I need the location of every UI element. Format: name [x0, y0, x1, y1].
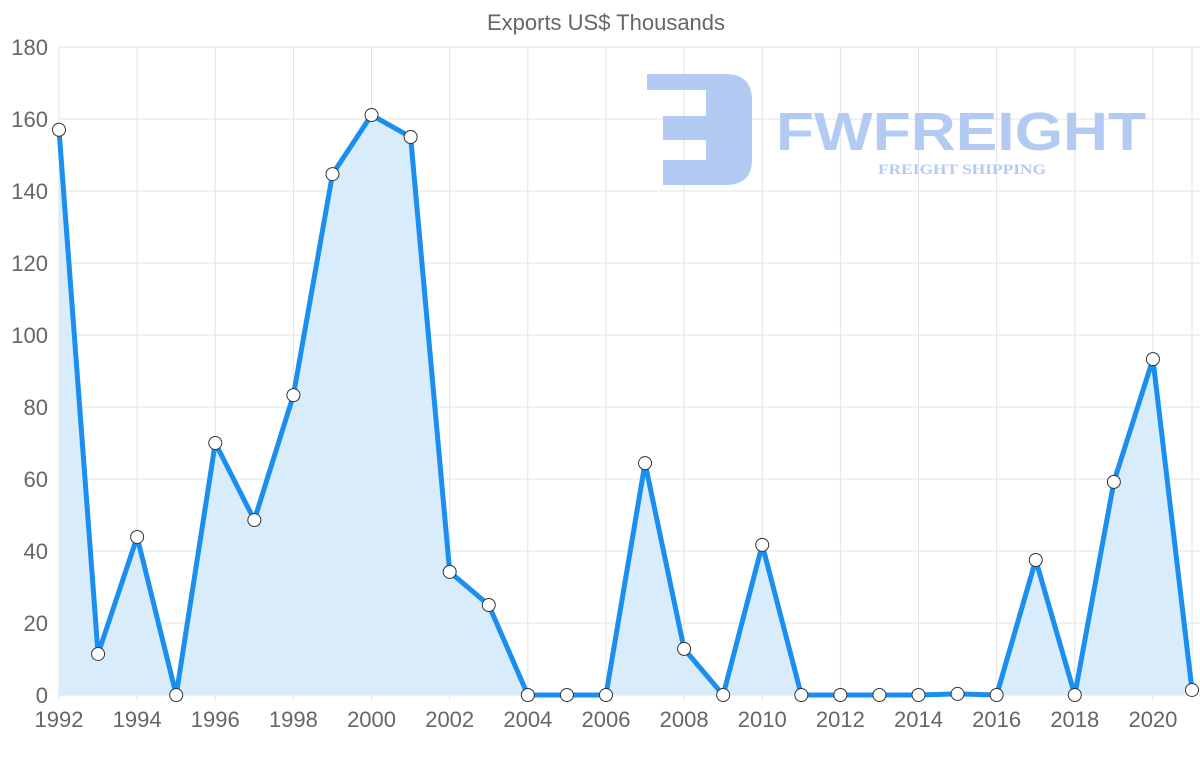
- data-point[interactable]: [872, 688, 887, 702]
- x-tick-label: 2000: [347, 707, 396, 732]
- data-point[interactable]: [325, 167, 340, 182]
- data-point[interactable]: [559, 688, 574, 702]
- y-tick-label: 160: [11, 107, 48, 132]
- logo-mark-icon: [647, 74, 752, 185]
- x-tick-label: 1992: [35, 707, 84, 732]
- x-tick-label: 2006: [581, 707, 630, 732]
- y-tick-label: 140: [11, 179, 48, 204]
- y-tick-label: 0: [36, 683, 48, 708]
- data-point[interactable]: [442, 564, 457, 579]
- data-point[interactable]: [677, 641, 692, 656]
- y-tick-label: 40: [24, 539, 48, 564]
- data-point[interactable]: [364, 108, 379, 123]
- data-point[interactable]: [989, 688, 1004, 702]
- x-tick-label: 2012: [816, 707, 865, 732]
- data-point[interactable]: [794, 688, 809, 702]
- data-point[interactable]: [208, 436, 223, 450]
- data-point[interactable]: [481, 598, 496, 612]
- data-point[interactable]: [1028, 553, 1043, 567]
- svg-text:FWFREIGHT: FWFREIGHT: [776, 102, 1146, 162]
- data-point[interactable]: [403, 130, 418, 144]
- chart-title: Exports US$ Thousands: [487, 10, 725, 35]
- x-tick-label: 2014: [894, 707, 943, 732]
- data-point[interactable]: [91, 646, 106, 661]
- data-point[interactable]: [247, 513, 262, 528]
- data-point[interactable]: [638, 456, 653, 471]
- watermark-logo: FWFREIGHT FREIGHT SHIPPING: [647, 74, 1146, 185]
- data-point[interactable]: [911, 688, 926, 702]
- y-tick-label: 80: [24, 395, 48, 420]
- data-point[interactable]: [598, 688, 613, 702]
- x-tick-label: 1996: [191, 707, 240, 732]
- data-point[interactable]: [1067, 688, 1082, 702]
- series-line: [56, 112, 1195, 698]
- y-tick-label: 180: [11, 35, 48, 60]
- x-tick-label: 2002: [425, 707, 474, 732]
- data-point[interactable]: [950, 686, 965, 701]
- data-point[interactable]: [1106, 474, 1121, 489]
- y-tick-label: 20: [24, 611, 48, 636]
- y-tick-label: 100: [11, 323, 48, 348]
- y-tick-label: 60: [24, 467, 48, 492]
- x-tick-label: 2010: [738, 707, 787, 732]
- x-tick-label: 1998: [269, 707, 318, 732]
- x-tick-label: 1994: [113, 707, 162, 732]
- x-tick-label: 2004: [503, 707, 552, 732]
- data-point[interactable]: [169, 688, 184, 702]
- x-tick-label: 2018: [1050, 707, 1099, 732]
- data-point[interactable]: [130, 529, 145, 544]
- data-point[interactable]: [286, 388, 301, 403]
- data-point[interactable]: [520, 688, 535, 702]
- data-point[interactable]: [52, 122, 66, 137]
- x-tick-label: 2008: [660, 707, 709, 732]
- series-area: [59, 115, 1192, 696]
- data-point[interactable]: [755, 537, 770, 552]
- series-exports: [56, 112, 1195, 698]
- data-point[interactable]: [1185, 682, 1199, 697]
- x-tick-label: 2020: [1128, 707, 1177, 732]
- svg-text:FREIGHT SHIPPING: FREIGHT SHIPPING: [878, 162, 1046, 178]
- data-point[interactable]: [716, 688, 731, 702]
- y-tick-label: 120: [11, 251, 48, 276]
- data-point[interactable]: [833, 688, 848, 702]
- data-point[interactable]: [1145, 352, 1160, 367]
- x-tick-label: 2016: [972, 707, 1021, 732]
